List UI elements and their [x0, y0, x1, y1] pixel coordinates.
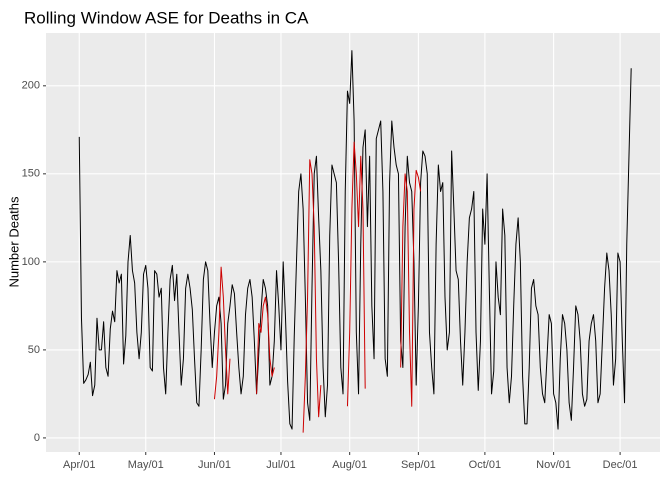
chart-title: Rolling Window ASE for Deaths in CA [24, 8, 309, 27]
y-axis-label: Number Deaths [6, 196, 21, 288]
x-tick-label: Apr/01 [63, 459, 95, 471]
x-tick-label: Oct/01 [469, 459, 501, 471]
plot-panel [46, 33, 660, 452]
y-tick-label: 50 [28, 344, 40, 356]
y-tick-label: 150 [22, 168, 40, 180]
y-tick-label: 100 [22, 256, 40, 268]
x-tick-label: Dec/01 [603, 459, 638, 471]
x-tick-label: Jul/01 [266, 459, 295, 471]
x-tick-label: Aug/01 [332, 459, 367, 471]
y-tick-label: 0 [34, 432, 40, 444]
x-tick-label: Nov/01 [536, 459, 571, 471]
x-tick-label: May/01 [128, 459, 164, 471]
y-tick-label: 200 [22, 80, 40, 92]
x-tick-label: Sep/01 [401, 459, 436, 471]
x-tick-label: Jun/01 [198, 459, 231, 471]
series-line [78, 50, 632, 430]
series-line [213, 141, 422, 433]
